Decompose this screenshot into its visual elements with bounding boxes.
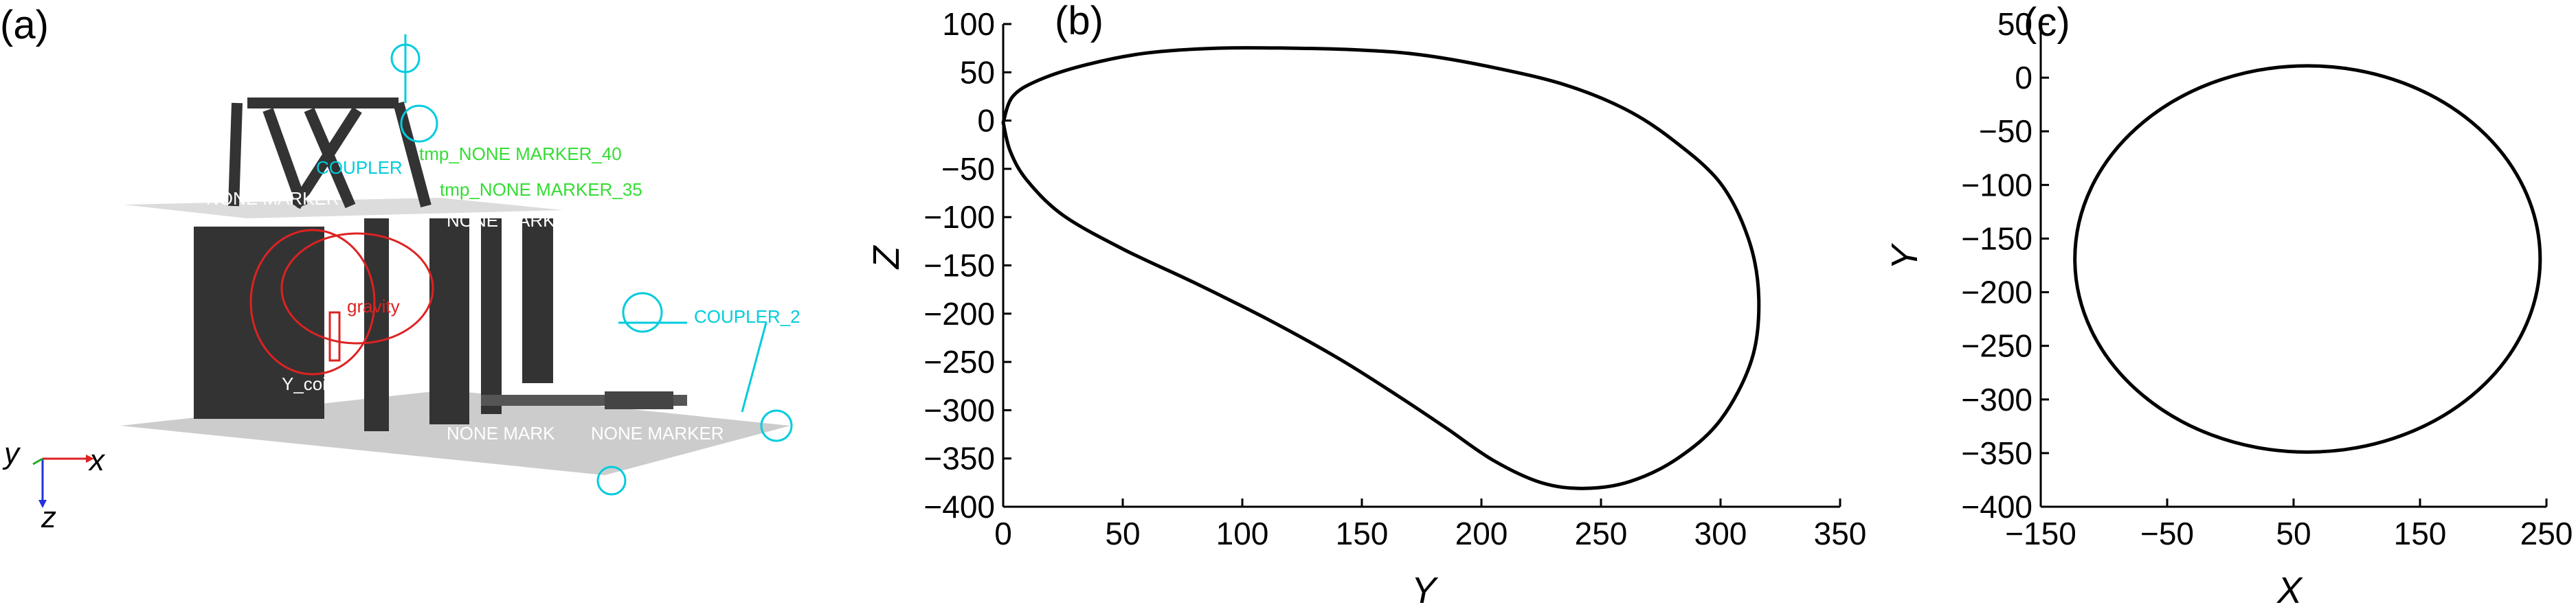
x-tick-label: 100 xyxy=(1216,516,1269,551)
coordinate-triad: y x z xyxy=(2,437,106,534)
chart-b-y-axis-title: Z xyxy=(866,245,907,271)
none-marker-label-2: NONE MARK xyxy=(447,210,555,231)
pillar-4 xyxy=(522,218,553,383)
series-line-0 xyxy=(2073,64,2542,454)
x-tick-label: 250 xyxy=(2520,516,2573,551)
chart-b-axes xyxy=(1002,24,1840,508)
y-tick-label: −50 xyxy=(941,151,995,187)
y-tick-label: −400 xyxy=(1961,489,2032,525)
coupler-label: COUPLER xyxy=(316,157,403,178)
triad-x-label: x xyxy=(88,444,106,477)
panel-label-a: (a) xyxy=(0,3,49,47)
x-tick-label: 250 xyxy=(1575,516,1628,551)
gravity-indicator xyxy=(249,229,434,376)
x-tick-label: 150 xyxy=(1336,516,1389,551)
y-tick-label: −100 xyxy=(1961,167,2032,203)
y-tick-label: −250 xyxy=(923,344,995,380)
y-tick-label: 100 xyxy=(942,6,995,42)
y-tick-label: −100 xyxy=(923,199,995,235)
chart-c-x-axis-title: X xyxy=(2276,570,2303,607)
pillar-1 xyxy=(364,218,389,431)
chart-b: (b) 0 50 100 150 200 250 300 350 100 50 0 −50 −100 −1… xyxy=(866,0,1866,607)
chart-c-ticks: −150 −50 50 150 250 50 0 −50 −100 −150 −200 −250 −30… xyxy=(1961,6,2573,551)
none-marker-label-4: NONE MARKER xyxy=(591,423,724,444)
chart-c-axes xyxy=(2039,24,2546,508)
y-tick-label: −250 xyxy=(1961,328,2032,364)
triad-z-label: z xyxy=(41,501,56,534)
pillar-2 xyxy=(429,218,469,424)
top-truss xyxy=(228,98,432,209)
gravity-label: gravity xyxy=(347,296,400,317)
y-tick-label: −150 xyxy=(923,248,995,284)
x-tick-label: 200 xyxy=(1455,516,1508,551)
chart-c-series xyxy=(2073,64,2542,454)
x-tick-label: −150 xyxy=(2005,516,2076,551)
shaft-roller xyxy=(605,391,673,409)
y-tick-label: −50 xyxy=(1979,113,2032,149)
y-tick-label: −300 xyxy=(923,392,995,428)
x-tick-label: 50 xyxy=(2276,516,2311,551)
y-tick-label: −150 xyxy=(1961,220,2032,256)
marker-wireframes xyxy=(390,34,793,496)
series-line-0 xyxy=(1001,46,1761,490)
y-coil-label: Y_coil xyxy=(282,374,331,394)
marker-label-35: tmp_NONE MARKER_35 xyxy=(440,179,642,200)
panel-label-c: (c) xyxy=(2024,0,2070,45)
y-tick-label: −400 xyxy=(923,489,995,525)
chart-b-ticks: 0 50 100 150 200 250 300 350 100 50 0 −50 −100 −150 −2… xyxy=(923,6,1866,551)
y-tick-label: −200 xyxy=(923,296,995,332)
y-tick-label: 0 xyxy=(2015,60,2032,95)
marker-label-40: tmp_NONE MARKER_40 xyxy=(419,144,622,164)
none-marker-label-3: NONE MARK xyxy=(447,423,555,444)
y-tick-label: −350 xyxy=(923,441,995,477)
x-tick-label: −50 xyxy=(2140,516,2194,551)
x-tick-label: 350 xyxy=(1814,516,1867,551)
none-marker-label-1: NONE MARKER xyxy=(206,188,339,209)
y-tick-label: −300 xyxy=(1961,382,2032,417)
model-view-panel: (a) xyxy=(0,3,800,534)
chart-c: (c) −150 −50 50 150 250 50 0 −50 −100 −150 −200 −25… xyxy=(1884,0,2573,607)
coupler-2-label: COUPLER_2 xyxy=(694,306,800,327)
triad-y-label: y xyxy=(2,437,21,470)
chart-c-y-axis-title: Y xyxy=(1884,242,1925,270)
pillar-3 xyxy=(481,218,502,414)
y-tick-label: 0 xyxy=(977,103,995,139)
x-tick-label: 150 xyxy=(2394,516,2447,551)
panel-label-b: (b) xyxy=(1055,0,1104,43)
chart-b-x-axis-title: Y xyxy=(1411,570,1439,607)
x-tick-label: 50 xyxy=(1105,516,1140,551)
x-tick-label: 0 xyxy=(994,516,1012,551)
y-tick-label: −350 xyxy=(1961,435,2032,471)
left-wall xyxy=(194,227,324,419)
y-tick-label: 50 xyxy=(960,54,995,90)
x-tick-label: 300 xyxy=(1694,516,1747,551)
y-tick-label: −200 xyxy=(1961,275,2032,310)
chart-b-series xyxy=(1001,46,1761,490)
y-tick-label: 50 xyxy=(1997,6,2032,42)
